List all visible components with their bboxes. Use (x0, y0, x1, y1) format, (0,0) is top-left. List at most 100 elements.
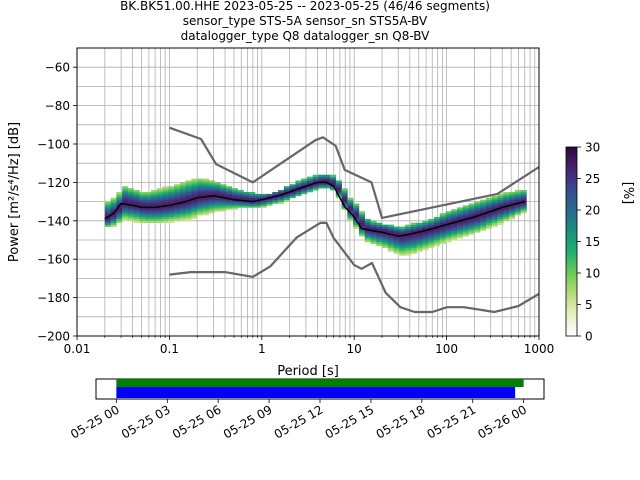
density-cell (468, 232, 475, 235)
density-cell (145, 220, 152, 224)
timeline-tick-label: 05-25 00 (68, 402, 122, 441)
density-cell (139, 201, 146, 204)
density-cell (451, 238, 458, 241)
density-cell (116, 201, 123, 204)
density-cell (151, 195, 158, 199)
timeline-tick-label: 05-25 09 (221, 402, 275, 441)
density-cell (457, 215, 464, 218)
density-cell (462, 207, 469, 210)
density-cell (491, 211, 498, 214)
density-cell (197, 188, 204, 191)
density-cell (393, 243, 400, 247)
density-cell (151, 216, 158, 220)
density-cell (295, 184, 302, 187)
density-cell (122, 193, 129, 197)
density-cell (254, 197, 262, 200)
density-cell (133, 195, 140, 199)
density-cell (116, 216, 123, 220)
density-cell (491, 218, 498, 222)
density-cell (335, 190, 342, 193)
density-cell (497, 199, 504, 202)
density-cell (416, 247, 423, 250)
density-cell (237, 205, 244, 208)
density-cell (151, 201, 158, 204)
density-cell (410, 238, 417, 241)
density-cell (301, 178, 308, 181)
density-cell (520, 193, 527, 197)
density-cell (370, 228, 377, 231)
density-cell (168, 220, 175, 224)
density-cell (139, 213, 146, 216)
density-cell (254, 201, 262, 204)
density-cell (266, 201, 273, 204)
density-cell (145, 192, 152, 195)
density-cell (156, 201, 163, 204)
density-cell (139, 197, 146, 200)
density-cell (156, 207, 163, 210)
density-cell (485, 207, 493, 210)
density-cell (156, 203, 163, 206)
density-cell (410, 247, 417, 250)
density-cell (445, 218, 452, 222)
density-cell (410, 236, 417, 239)
density-cell (243, 195, 250, 199)
density-cell (497, 218, 504, 222)
density-cell (497, 211, 504, 214)
density-cell (503, 193, 510, 197)
density-cell (197, 197, 204, 200)
density-cell (462, 224, 469, 227)
density-cell (278, 201, 285, 204)
density-cell (214, 190, 221, 193)
density-cell (156, 215, 163, 218)
density-cell (347, 205, 354, 208)
x-tick-label: 0.01 (64, 342, 91, 356)
density-cell (382, 224, 389, 227)
density-cell (474, 213, 481, 216)
density-cell (405, 234, 412, 237)
density-cell (376, 226, 383, 229)
density-cell (445, 216, 452, 220)
density-cell (156, 216, 163, 220)
density-cell (151, 215, 158, 218)
density-cell (480, 211, 487, 214)
density-cell (197, 213, 204, 216)
density-cell (480, 209, 487, 212)
density-cell (382, 226, 389, 229)
density-cell (174, 186, 181, 189)
density-cell (457, 209, 464, 212)
density-cell (428, 240, 435, 243)
density-cell (353, 226, 360, 229)
density-cell (491, 199, 498, 202)
density-cell (301, 190, 308, 193)
density-cell (353, 222, 360, 225)
timeline-tick-label: 05-25 15 (323, 402, 377, 441)
density-cell (283, 195, 290, 199)
x-axis-ticks: 0.01 0.1 1 10 100 1000 (64, 336, 554, 356)
density-cell (433, 224, 441, 227)
density-cell (139, 218, 146, 222)
density-cell (445, 238, 452, 241)
density-cell (330, 186, 337, 189)
density-cell (416, 226, 423, 229)
density-cell (168, 211, 175, 214)
density-cell (382, 243, 389, 247)
density-cell (358, 213, 365, 216)
density-cell (445, 220, 452, 224)
colorbar-tick-label: 5 (585, 298, 593, 312)
density-cell (474, 211, 481, 214)
density-cell (399, 238, 406, 241)
density-cell (347, 203, 354, 206)
density-cell (457, 226, 464, 229)
density-cell (318, 186, 325, 189)
density-cell (353, 224, 360, 227)
density-cell (226, 195, 233, 199)
density-cell (266, 203, 273, 206)
density-cell (133, 216, 140, 220)
density-cell (208, 201, 215, 204)
density-cell (480, 226, 487, 229)
density-cell (139, 192, 146, 195)
density-cell (272, 197, 279, 200)
density-cell (439, 234, 446, 237)
density-cell (110, 203, 117, 206)
density-cell (243, 193, 250, 197)
